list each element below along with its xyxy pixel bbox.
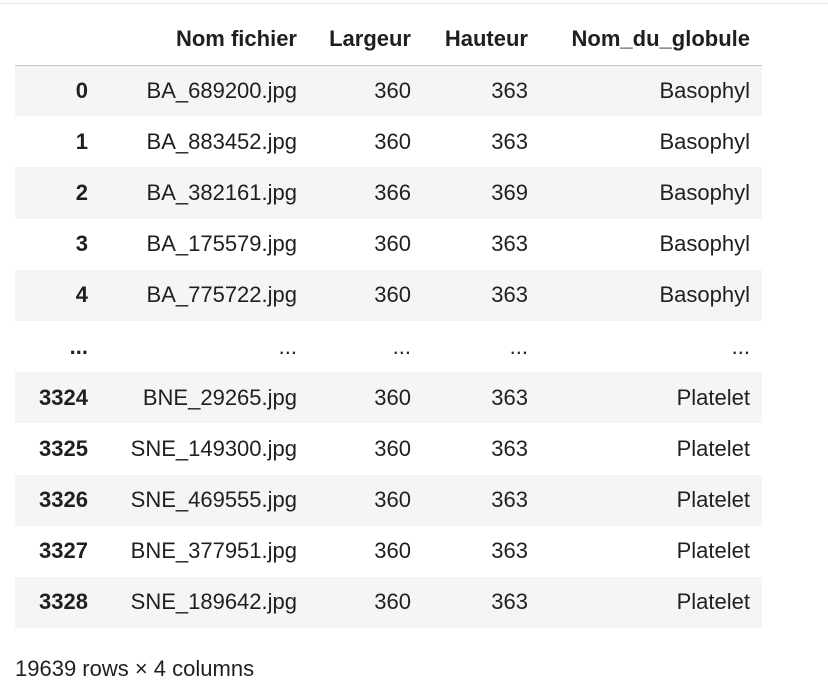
table-row: 1 BA_883452.jpg 360 363 Basophyl bbox=[15, 116, 762, 168]
cell-nom-du-globule: Basophyl bbox=[659, 77, 750, 103]
row-index: 3326 bbox=[39, 487, 88, 513]
cell-nom-du-globule: Platelet bbox=[676, 589, 750, 615]
column-header-nom-du-globule: Nom_du_globule bbox=[571, 26, 750, 52]
cell-hauteur: 363 bbox=[491, 231, 528, 257]
table-row: 3326 SNE_469555.jpg 360 363 Platelet bbox=[15, 474, 762, 526]
cell-nom-du-globule: ... bbox=[731, 333, 750, 359]
column-header-hauteur: Hauteur bbox=[444, 26, 528, 52]
cell-nom-du-globule: Platelet bbox=[676, 384, 750, 410]
cell-nom-fichier: BA_775722.jpg bbox=[146, 282, 297, 308]
cell-nom-du-globule: Platelet bbox=[676, 487, 750, 513]
row-index: ... bbox=[69, 333, 88, 359]
cell-nom-fichier: SNE_189642.jpg bbox=[130, 589, 297, 615]
cell-largeur: 366 bbox=[374, 179, 411, 205]
row-index: 3325 bbox=[39, 435, 88, 461]
table-row: 3325 SNE_149300.jpg 360 363 Platelet bbox=[15, 423, 762, 475]
cell-hauteur: ... bbox=[509, 333, 528, 359]
cell-largeur: ... bbox=[392, 333, 411, 359]
cell-nom-fichier: SNE_469555.jpg bbox=[130, 487, 297, 513]
cell-largeur: 360 bbox=[374, 487, 411, 513]
cell-largeur: 360 bbox=[374, 231, 411, 257]
cell-nom-fichier: BNE_29265.jpg bbox=[142, 384, 297, 410]
dataframe-table: Nom fichier Largeur Hauteur Nom_du_globu… bbox=[15, 14, 762, 629]
header-row: Nom fichier Largeur Hauteur Nom_du_globu… bbox=[15, 14, 762, 65]
cell-largeur: 360 bbox=[374, 435, 411, 461]
cell-nom-fichier: SNE_149300.jpg bbox=[130, 435, 297, 461]
cell-nom-fichier: ... bbox=[278, 333, 297, 359]
cell-nom-du-globule: Basophyl bbox=[659, 282, 750, 308]
cell-hauteur: 363 bbox=[491, 589, 528, 615]
cell-nom-du-globule: Basophyl bbox=[659, 128, 750, 154]
cell-largeur: 360 bbox=[374, 384, 411, 410]
cell-nom-du-globule: Platelet bbox=[676, 538, 750, 564]
column-header-largeur: Largeur bbox=[329, 26, 411, 52]
row-index: 1 bbox=[75, 128, 88, 154]
cell-hauteur: 363 bbox=[491, 384, 528, 410]
cell-nom-du-globule: Platelet bbox=[676, 435, 750, 461]
cell-largeur: 360 bbox=[374, 282, 411, 308]
cell-hauteur: 363 bbox=[491, 435, 528, 461]
table-row: 3327 BNE_377951.jpg 360 363 Platelet bbox=[15, 525, 762, 577]
index-header bbox=[15, 14, 100, 65]
cell-largeur: 360 bbox=[374, 77, 411, 103]
column-header-nom-fichier: Nom fichier bbox=[175, 26, 297, 52]
row-index: 3 bbox=[75, 231, 88, 257]
table-row: 4 BA_775722.jpg 360 363 Basophyl bbox=[15, 269, 762, 321]
cell-largeur: 360 bbox=[374, 128, 411, 154]
row-index: 3327 bbox=[39, 538, 88, 564]
table-row: 0 BA_689200.jpg 360 363 Basophyl bbox=[15, 65, 762, 117]
cell-hauteur: 369 bbox=[491, 179, 528, 205]
row-index: 0 bbox=[75, 77, 88, 103]
cell-nom-fichier: BA_175579.jpg bbox=[146, 231, 297, 257]
cell-nom-fichier: BA_382161.jpg bbox=[146, 179, 297, 205]
table-row: 3 BA_175579.jpg 360 363 Basophyl bbox=[15, 218, 762, 270]
row-index: 3324 bbox=[39, 384, 88, 410]
table-row: 3328 SNE_189642.jpg 360 363 Platelet bbox=[15, 576, 762, 629]
cell-largeur: 360 bbox=[374, 589, 411, 615]
cell-nom-fichier: BA_689200.jpg bbox=[146, 77, 297, 103]
table-row: 2 BA_382161.jpg 366 369 Basophyl bbox=[15, 167, 762, 219]
cell-hauteur: 363 bbox=[491, 128, 528, 154]
cell-nom-fichier: BNE_377951.jpg bbox=[130, 538, 297, 564]
cell-nom-du-globule: Basophyl bbox=[659, 231, 750, 257]
dataframe-output: Nom fichier Largeur Hauteur Nom_du_globu… bbox=[15, 14, 762, 629]
table-row: 3324 BNE_29265.jpg 360 363 Platelet bbox=[15, 372, 762, 424]
dataframe-shape: 19639 rows × 4 columns bbox=[15, 656, 255, 681]
cell-hauteur: 363 bbox=[491, 538, 528, 564]
cell-nom-fichier: BA_883452.jpg bbox=[146, 128, 297, 154]
row-index: 3328 bbox=[39, 589, 88, 615]
cell-hauteur: 363 bbox=[491, 77, 528, 103]
ellipsis-row: ... ... ... ... ... bbox=[15, 320, 762, 373]
cell-nom-du-globule: Basophyl bbox=[659, 179, 750, 205]
cell-hauteur: 363 bbox=[491, 282, 528, 308]
cell-top-edge bbox=[0, 0, 828, 4]
cell-hauteur: 363 bbox=[491, 487, 528, 513]
row-index: 2 bbox=[75, 179, 88, 205]
cell-largeur: 360 bbox=[374, 538, 411, 564]
row-index: 4 bbox=[75, 282, 88, 308]
